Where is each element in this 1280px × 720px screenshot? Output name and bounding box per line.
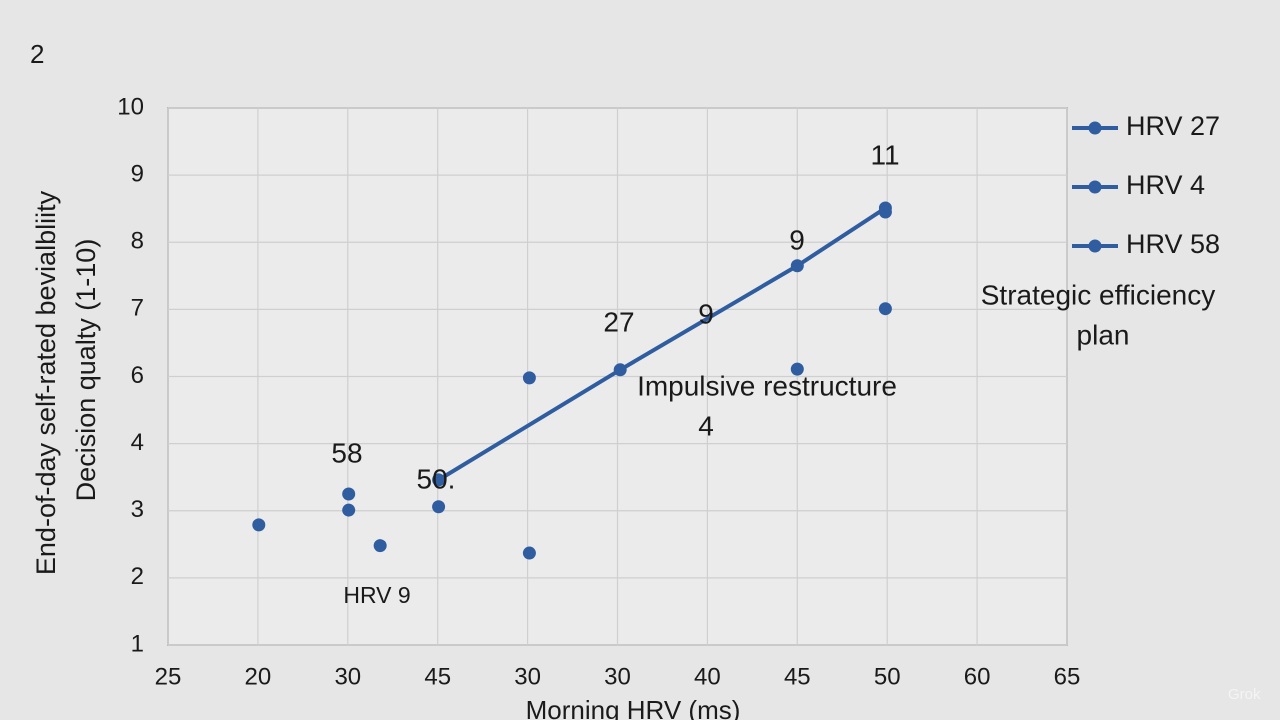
x-tick-label: 30 [334, 663, 361, 690]
point [432, 473, 446, 487]
point [878, 205, 892, 219]
legend-marker [1088, 121, 1102, 135]
y-tick-label: 9 [131, 160, 144, 187]
annotation: 27 [603, 306, 634, 337]
annotation: HRV 9 [343, 582, 410, 608]
annotation: 50. [417, 463, 456, 494]
y-tick-label: 1 [131, 630, 144, 657]
point [522, 371, 536, 385]
watermark: Grok [1228, 686, 1261, 703]
annotation: 9 [698, 298, 714, 329]
point [373, 539, 387, 553]
point [790, 362, 804, 376]
x-tick-label: 25 [155, 663, 182, 690]
x-tick-label: 50 [874, 663, 901, 690]
page-label: 2 [30, 39, 44, 69]
x-tick-label: 40 [694, 663, 721, 690]
legend-label: HRV 27 [1126, 111, 1220, 141]
point [342, 487, 356, 501]
annotation: 58 [331, 437, 362, 468]
annotation: 4 [698, 410, 714, 441]
annotation: plan [1077, 319, 1130, 350]
point [342, 503, 356, 517]
point [522, 546, 536, 560]
y-axis-label: Decision qualty (1-10) [71, 239, 101, 502]
x-tick-label: 60 [964, 663, 991, 690]
annotation: 11 [870, 139, 899, 170]
legend-marker [1088, 180, 1102, 194]
annotation: Impulsive restructure [637, 370, 897, 401]
y-tick-label: 7 [131, 295, 144, 322]
y-tick-label: 6 [131, 362, 144, 389]
y-tick-label: 2 [131, 563, 144, 590]
x-tick-label: 20 [245, 663, 272, 690]
x-tick-label: 30 [514, 663, 541, 690]
y-tick-label: 8 [131, 228, 144, 255]
trend-line [437, 206, 887, 482]
y-tick-label: 10 [117, 93, 144, 120]
legend-label: HRV 4 [1126, 170, 1205, 200]
point [252, 518, 266, 532]
legend-label: HRV 58 [1126, 229, 1220, 259]
x-tick-label: 30 [604, 663, 631, 690]
x-axis-label: Morning HRV (ms) [526, 695, 741, 720]
y-tick-label: 3 [131, 496, 144, 523]
annotation: 9 [789, 224, 805, 255]
point [432, 500, 446, 514]
point [878, 302, 892, 316]
x-tick-label: 45 [424, 663, 451, 690]
y-axis-label: End-of-day self-rated bevialbliity [31, 190, 61, 575]
point [613, 363, 627, 377]
x-tick-label: 45 [784, 663, 811, 690]
annotation: Strategic efficiency [981, 279, 1216, 310]
point [790, 259, 804, 273]
legend-marker [1088, 239, 1102, 253]
x-tick-label: 65 [1054, 663, 1081, 690]
y-tick-label: 4 [131, 429, 144, 456]
